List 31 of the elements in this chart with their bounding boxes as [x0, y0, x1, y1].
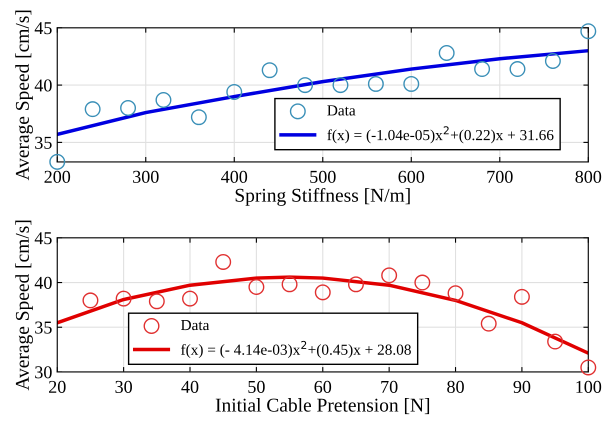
legend-label: Data: [327, 105, 356, 116]
x-tick-label: 30: [115, 380, 132, 393]
y-tick-label: 35: [35, 136, 52, 149]
x-tick-label: 600: [398, 170, 424, 183]
y-tick-label: 35: [35, 322, 52, 334]
y-tick-label: 45: [34, 232, 52, 244]
x-axis-title: Initial Cable Pretension [N]: [216, 398, 430, 414]
x-axis-title: Spring Stiffness [N/m]: [236, 188, 410, 206]
x-tick-label: 700: [487, 170, 513, 183]
x-tick-label: 20: [49, 380, 66, 393]
x-tick-label: 50: [248, 380, 265, 393]
x-tick-label: 40: [181, 380, 198, 393]
legend-label: f(x) = (-1.04e-05)x$^{2}$+(0.22)x + 31.66: [327, 126, 554, 144]
y-tick-label: 30: [35, 366, 52, 378]
legend-label: Data: [180, 320, 210, 330]
legend-label: f(x) = (- 4.14e-03)x$^{2}$+(0.45)x + 28.08: [181, 340, 411, 358]
y-axis-title: Average Speed [cm/s]: [15, 10, 33, 180]
x-tick-label: 800: [575, 170, 602, 183]
x-tick-label: 70: [381, 380, 398, 393]
y-axis-title: Average Speed [cm/s]: [15, 220, 33, 390]
y-tick-label: 45: [34, 22, 52, 34]
x-tick-label: 400: [221, 170, 248, 183]
x-tick-label: 80: [447, 380, 464, 393]
x-tick-label: 200: [44, 170, 70, 183]
y-tick-label: 40: [34, 79, 52, 92]
x-tick-label: 90: [513, 380, 530, 393]
y-tick-label: 40: [34, 276, 52, 289]
x-tick-label: 100: [576, 380, 602, 393]
x-tick-label: 300: [133, 170, 159, 183]
x-tick-label: 500: [310, 170, 336, 183]
x-tick-label: 60: [314, 380, 332, 393]
